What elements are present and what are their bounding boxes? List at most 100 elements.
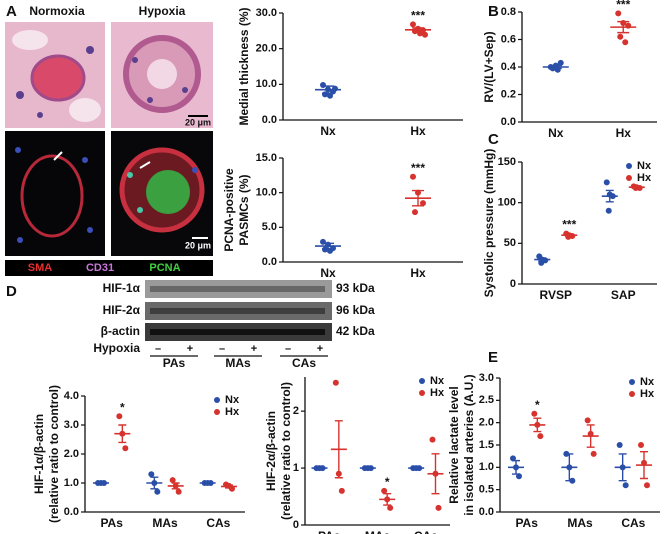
y-tick-label: 0.0: [501, 116, 516, 128]
protein-label: HIF-1α: [103, 281, 141, 295]
data-point: [616, 442, 623, 448]
data-point: [116, 413, 123, 420]
y-tick-label: 0.0: [479, 506, 494, 518]
x-tick-label: Nx: [548, 126, 564, 140]
error-bar: [322, 242, 334, 250]
y-axis-label: RV/(LV+Sep): [482, 31, 496, 102]
error-bar: [334, 420, 343, 479]
y-axis-label: (relative ratio to control): [47, 385, 61, 523]
y-tick-label: 1: [293, 462, 299, 474]
panel-letter: A: [6, 3, 17, 20]
data-point: [516, 473, 522, 480]
y-tick-label: 100: [498, 197, 516, 209]
x-tick-label: MAs: [365, 529, 391, 534]
legend-label: Hx: [640, 388, 655, 400]
significance: ***: [562, 218, 576, 232]
data-point: [422, 31, 428, 38]
y-tick-label: 2.0: [479, 417, 494, 429]
y-axis-label: PCNA-positive: [222, 168, 236, 252]
panel-letter: D: [6, 283, 17, 300]
data-point: [122, 445, 129, 452]
y-tick-label: 1.5: [479, 439, 494, 451]
error-bar: [150, 476, 159, 490]
scale-bar-label: 20 μm: [185, 240, 211, 250]
y-tick-label: 0: [293, 519, 299, 531]
legend-label: Nx: [225, 394, 240, 406]
significance: *: [385, 475, 390, 489]
group-label: CAs: [292, 356, 316, 370]
panel-letter: E: [488, 349, 498, 366]
data-point: [169, 477, 176, 484]
x-tick-label: RVSP: [540, 288, 572, 302]
x-tick-label: Hx: [616, 126, 632, 140]
error-bar: [605, 189, 614, 203]
data-point: [175, 488, 182, 495]
y-axis-label: in isolated arteries (A.U.): [462, 374, 476, 515]
y-tick-label: 150: [498, 156, 516, 168]
size-label: 93 kDa: [336, 281, 375, 295]
y-axis-label: PASMCs (%): [237, 174, 251, 245]
data-point: [410, 173, 416, 180]
size-label: 42 kDa: [336, 324, 375, 338]
y-tick-label: 15.0: [256, 152, 277, 164]
y-tick-label: 0.0: [262, 114, 277, 126]
panel-letter: C: [488, 131, 499, 148]
data-point: [584, 417, 591, 424]
data-point: [320, 82, 326, 89]
significance: *: [535, 398, 540, 412]
lane-sign: –: [155, 343, 161, 355]
lane-sign: –: [285, 343, 291, 355]
data-point: [603, 179, 610, 186]
error-bar: [412, 27, 424, 33]
size-label: 96 kDa: [336, 303, 375, 317]
x-tick-label: MAs: [152, 516, 178, 530]
y-tick-label: 20.0: [256, 43, 277, 55]
error-bar: [617, 20, 630, 34]
y-tick-label: 3.0: [64, 419, 79, 431]
x-tick-label: CAs: [206, 516, 230, 530]
data-point: [617, 33, 624, 40]
y-axis-label: HIF-1α/β-actin: [32, 414, 46, 494]
legend-label: Nx: [430, 375, 445, 387]
data-point: [381, 487, 388, 494]
x-tick-label: CAs: [414, 529, 438, 534]
error-bar: [412, 189, 424, 207]
data-point: [412, 209, 418, 216]
error-bar: [512, 459, 520, 475]
y-axis-label: Systolic pressure (mmHg): [482, 149, 496, 298]
legend-marker: [214, 397, 220, 403]
legend-label: Nx: [640, 376, 655, 388]
y-tick-label: 10.0: [256, 78, 277, 90]
y-tick-label: 0.6: [501, 33, 516, 45]
y-axis-label: Medial thickness (%): [237, 7, 251, 125]
y-axis-label: HIF-2α/β-actin: [264, 411, 278, 491]
x-tick-label: PAs: [515, 516, 538, 530]
lane-sign: –: [219, 343, 225, 355]
x-tick-label: PAs: [318, 529, 341, 534]
data-point: [410, 21, 416, 28]
data-point: [429, 436, 436, 443]
scale-bar-label: 20 μm: [185, 117, 211, 127]
y-tick-label: 1.0: [64, 477, 79, 489]
y-tick-label: 10.0: [256, 187, 277, 199]
x-tick-label: Nx: [320, 124, 336, 138]
y-tick-label: 30.0: [256, 7, 277, 19]
data-point: [557, 59, 564, 66]
error-bar: [586, 424, 595, 448]
data-point: [537, 433, 544, 440]
group-label: PAs: [163, 356, 186, 370]
data-point: [510, 455, 516, 462]
legend-marker: [419, 378, 425, 384]
if-normoxia: [5, 131, 105, 256]
legend-label: Hx: [637, 172, 652, 184]
data-point: [435, 504, 442, 511]
if-hypoxia: [111, 131, 213, 256]
y-tick-label: 0.0: [262, 256, 277, 268]
error-bar: [640, 451, 648, 480]
data-point: [154, 488, 161, 495]
data-point: [531, 410, 538, 417]
error-bar: [533, 417, 542, 433]
condition-label: Normoxia: [29, 4, 85, 18]
error-bar: [383, 492, 392, 506]
data-point: [387, 504, 394, 511]
